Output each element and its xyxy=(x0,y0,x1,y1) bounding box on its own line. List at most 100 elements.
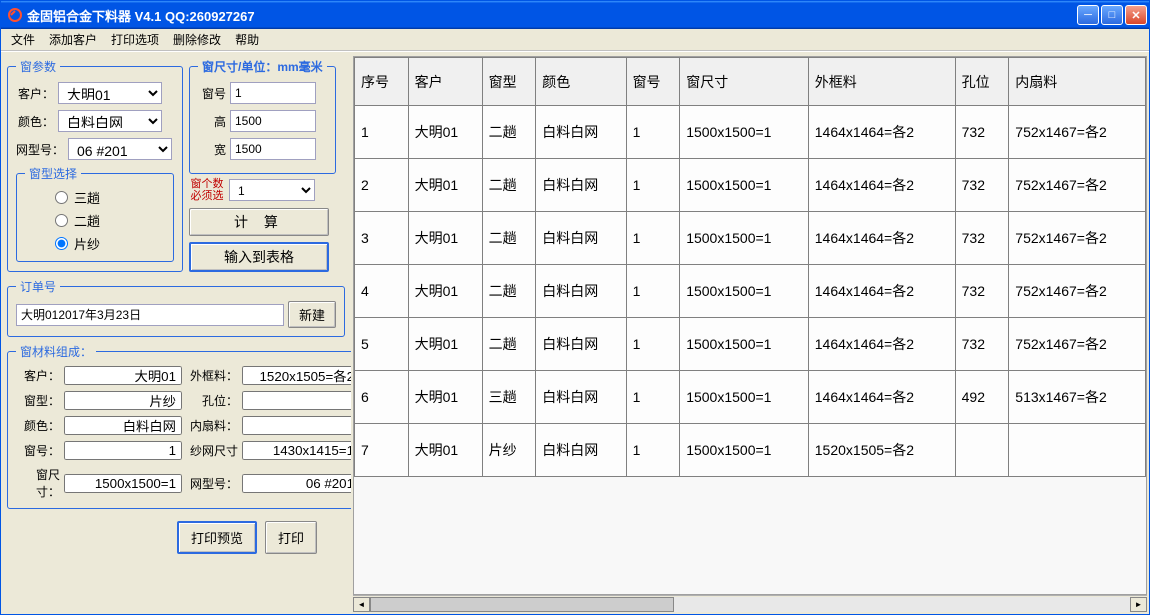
cell[interactable]: 白料白网 xyxy=(536,424,626,477)
cell[interactable]: 大明01 xyxy=(408,424,482,477)
cell[interactable]: 3 xyxy=(355,212,409,265)
cell[interactable]: 白料白网 xyxy=(536,106,626,159)
cell[interactable]: 1464x1464=各2 xyxy=(808,212,955,265)
cell[interactable]: 1464x1464=各2 xyxy=(808,318,955,371)
mat-meshsize-v[interactable] xyxy=(242,441,360,460)
maximize-button[interactable]: □ xyxy=(1101,5,1123,25)
cell[interactable]: 7 xyxy=(355,424,409,477)
cell[interactable]: 732 xyxy=(955,212,1009,265)
col-2[interactable]: 窗型 xyxy=(482,58,536,106)
table-row[interactable]: 5大明01二趟白料白网11500x1500=11464x1464=各273275… xyxy=(355,318,1146,371)
cell[interactable]: 1 xyxy=(626,424,680,477)
minimize-button[interactable]: ─ xyxy=(1077,5,1099,25)
table-row[interactable]: 2大明01二趟白料白网11500x1500=11464x1464=各273275… xyxy=(355,159,1146,212)
cell[interactable]: 752x1467=各2 xyxy=(1009,318,1146,371)
cell[interactable]: 大明01 xyxy=(408,212,482,265)
cell[interactable]: 1500x1500=1 xyxy=(680,106,809,159)
cell[interactable]: 1500x1500=1 xyxy=(680,159,809,212)
col-0[interactable]: 序号 xyxy=(355,58,409,106)
scroll-right-button[interactable]: ► xyxy=(1130,597,1147,612)
cell[interactable]: 6 xyxy=(355,371,409,424)
data-table[interactable]: 序号客户窗型颜色窗号窗尺寸外框料孔位内扇料 1大明01二趟白料白网11500x1… xyxy=(354,57,1146,477)
cell[interactable]: 4 xyxy=(355,265,409,318)
menu-file[interactable]: 文件 xyxy=(5,29,41,50)
close-button[interactable]: ✕ xyxy=(1125,5,1147,25)
width-input[interactable] xyxy=(230,138,316,160)
cell[interactable]: 1500x1500=1 xyxy=(680,371,809,424)
cell[interactable]: 白料白网 xyxy=(536,318,626,371)
h-scrollbar[interactable]: ◄ ► xyxy=(353,595,1147,612)
menu-add-customer[interactable]: 添加客户 xyxy=(43,29,103,50)
cell[interactable]: 1500x1500=1 xyxy=(680,212,809,265)
mat-type-v[interactable] xyxy=(64,391,182,410)
mat-inner-v[interactable] xyxy=(242,416,360,435)
table-row[interactable]: 7大明01片纱白料白网11500x1500=11520x1505=各2 xyxy=(355,424,1146,477)
scroll-left-button[interactable]: ◄ xyxy=(353,597,370,612)
col-3[interactable]: 颜色 xyxy=(536,58,626,106)
cell[interactable]: 白料白网 xyxy=(536,265,626,318)
cell[interactable]: 732 xyxy=(955,159,1009,212)
cell[interactable]: 白料白网 xyxy=(536,212,626,265)
cell[interactable]: 1 xyxy=(626,106,680,159)
col-7[interactable]: 孔位 xyxy=(955,58,1009,106)
mesh-select[interactable]: 06 #201 xyxy=(68,138,172,160)
cell[interactable]: 1464x1464=各2 xyxy=(808,371,955,424)
cell[interactable]: 1464x1464=各2 xyxy=(808,265,955,318)
cell[interactable]: 1500x1500=1 xyxy=(680,424,809,477)
cell[interactable]: 5 xyxy=(355,318,409,371)
cell[interactable]: 三趟 xyxy=(482,371,536,424)
cell[interactable]: 白料白网 xyxy=(536,371,626,424)
wintype-opt3[interactable]: 片纱 xyxy=(55,234,165,253)
cell[interactable]: 片纱 xyxy=(482,424,536,477)
winnum-input[interactable] xyxy=(230,82,316,104)
cell[interactable]: 大明01 xyxy=(408,318,482,371)
cell[interactable]: 二趟 xyxy=(482,106,536,159)
order-input[interactable] xyxy=(16,304,284,326)
cell[interactable] xyxy=(955,424,1009,477)
mat-size-v[interactable] xyxy=(64,474,182,493)
cell[interactable]: 白料白网 xyxy=(536,159,626,212)
menu-delete-modify[interactable]: 删除修改 xyxy=(167,29,227,50)
scroll-thumb[interactable] xyxy=(370,597,674,612)
table-row[interactable]: 4大明01二趟白料白网11500x1500=11464x1464=各273275… xyxy=(355,265,1146,318)
cell[interactable]: 1 xyxy=(626,265,680,318)
cell[interactable]: 大明01 xyxy=(408,106,482,159)
cell[interactable]: 1464x1464=各2 xyxy=(808,159,955,212)
cell[interactable]: 1 xyxy=(355,106,409,159)
cell[interactable]: 二趟 xyxy=(482,212,536,265)
cell[interactable]: 752x1467=各2 xyxy=(1009,106,1146,159)
menu-print-options[interactable]: 打印选项 xyxy=(105,29,165,50)
order-new-button[interactable]: 新建 xyxy=(288,301,336,328)
mat-num-v[interactable] xyxy=(64,441,182,460)
print-preview-button[interactable]: 打印预览 xyxy=(177,521,257,554)
cell[interactable]: 二趟 xyxy=(482,159,536,212)
cell[interactable]: 二趟 xyxy=(482,265,536,318)
print-button[interactable]: 打印 xyxy=(265,521,317,554)
table-row[interactable]: 3大明01二趟白料白网11500x1500=11464x1464=各273275… xyxy=(355,212,1146,265)
mat-meshtype-v[interactable] xyxy=(242,474,360,493)
wintype-opt2[interactable]: 二趟 xyxy=(55,211,165,230)
cell[interactable]: 752x1467=各2 xyxy=(1009,265,1146,318)
cell[interactable]: 1500x1500=1 xyxy=(680,318,809,371)
cell[interactable]: 二趟 xyxy=(482,318,536,371)
table-row[interactable]: 1大明01二趟白料白网11500x1500=11464x1464=各273275… xyxy=(355,106,1146,159)
cell[interactable]: 1520x1505=各2 xyxy=(808,424,955,477)
cell[interactable]: 492 xyxy=(955,371,1009,424)
cell[interactable]: 1 xyxy=(626,159,680,212)
cell[interactable]: 732 xyxy=(955,265,1009,318)
cell[interactable]: 大明01 xyxy=(408,265,482,318)
cell[interactable]: 大明01 xyxy=(408,159,482,212)
customer-select[interactable]: 大明01 xyxy=(58,82,162,104)
to-table-button[interactable]: 输入到表格 xyxy=(189,242,329,272)
color-select[interactable]: 白料白网 xyxy=(58,110,162,132)
cell[interactable]: 1500x1500=1 xyxy=(680,265,809,318)
cell[interactable]: 732 xyxy=(955,106,1009,159)
cell[interactable]: 2 xyxy=(355,159,409,212)
count-select[interactable]: 1 xyxy=(229,179,315,201)
mat-hole-v[interactable] xyxy=(242,391,360,410)
cell[interactable]: 1 xyxy=(626,212,680,265)
col-8[interactable]: 内扇料 xyxy=(1009,58,1146,106)
cell[interactable]: 1 xyxy=(626,318,680,371)
cell[interactable]: 大明01 xyxy=(408,371,482,424)
col-5[interactable]: 窗尺寸 xyxy=(680,58,809,106)
